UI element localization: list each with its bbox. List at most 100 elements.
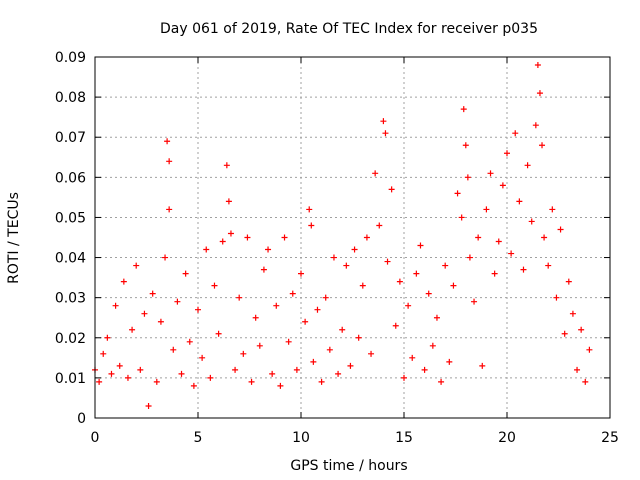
data-point [108,370,115,377]
data-point [401,374,407,381]
data-point [462,142,469,149]
data-point [164,138,171,145]
data-point [166,206,173,213]
data-point [413,270,420,277]
data-point [203,246,210,253]
data-point [539,142,546,149]
data-point [174,298,181,305]
data-point [129,326,136,333]
data-point [541,234,548,241]
data-point [232,366,239,373]
data-point [545,262,552,269]
data-point [289,290,296,297]
data-point [460,106,467,113]
x-tick-label: 25 [601,430,619,446]
data-point [532,122,539,129]
data-point [442,262,449,269]
data-point [376,222,383,229]
y-axis-label: ROTI / TECUs [6,192,22,284]
data-point [120,278,127,285]
data-point [306,206,313,213]
data-point [273,302,280,309]
data-point [96,378,103,385]
data-point [314,306,321,313]
data-point [549,206,556,213]
data-point [351,246,358,253]
data-point [446,358,453,365]
data-point [483,206,490,213]
data-point [388,186,395,193]
data-point [429,342,436,349]
data-point [417,242,424,249]
data-point [308,222,315,229]
data-point [347,362,354,369]
data-point [425,290,432,297]
data-point [536,90,543,97]
data-point [112,302,119,309]
data-point [479,362,486,369]
data-point [565,278,572,285]
data-point [281,234,288,241]
data-point [248,378,255,385]
data-point [409,354,416,361]
data-point [421,366,428,373]
data-point [302,318,309,325]
data-point [124,374,131,381]
data-point [368,350,375,357]
data-point [438,378,445,385]
data-point [380,118,387,125]
data-point [491,270,498,277]
y-tick-label: 0.01 [55,371,86,387]
x-tick-labels: 0 5 10 15 20 25 [91,430,619,446]
data-point [561,330,568,337]
data-point [225,198,232,205]
data-point [100,350,107,357]
data-point [582,378,589,385]
y-tick-label: 0.02 [55,331,86,347]
x-tick-label: 20 [498,430,516,446]
data-point [466,254,473,261]
y-tick-label: 0 [77,411,86,427]
data-point [310,358,317,365]
x-tick-label: 10 [292,430,310,446]
data-point [190,382,197,389]
x-tick-label: 5 [194,430,203,446]
data-point [215,330,222,337]
data-point [450,282,457,289]
data-point [508,250,515,257]
data-point [520,266,527,273]
chart-title: Day 061 of 2019, Rate Of TEC Index for r… [160,21,538,37]
data-point [471,298,478,305]
data-point [104,334,111,341]
data-point [298,270,304,277]
axis-ticks [94,56,611,419]
data-point [157,318,164,325]
data-point [495,238,502,245]
x-tick-label: 0 [91,430,100,446]
data-point [504,150,510,157]
data-point [339,326,346,333]
data-point [240,350,247,357]
data-point [285,338,292,345]
data-point [454,190,461,197]
data-point [236,294,243,301]
data-point [244,234,251,241]
data-point [137,366,144,373]
data-point [557,226,564,233]
data-point [178,370,185,377]
y-tick-labels: 0 0.01 0.02 0.03 0.04 0.05 0.06 0.07 0.08 0.09 [55,50,86,427]
data-point [359,282,366,289]
data-point [363,234,370,241]
data-point [318,378,325,385]
data-point [162,254,169,261]
data-point [330,254,337,261]
data-point [499,182,506,189]
data-point [211,282,218,289]
data-point [260,266,267,273]
data-point [207,374,214,381]
data-point [382,130,389,137]
grid-lines [95,57,610,418]
data-point [372,170,379,177]
data-point [116,362,123,369]
